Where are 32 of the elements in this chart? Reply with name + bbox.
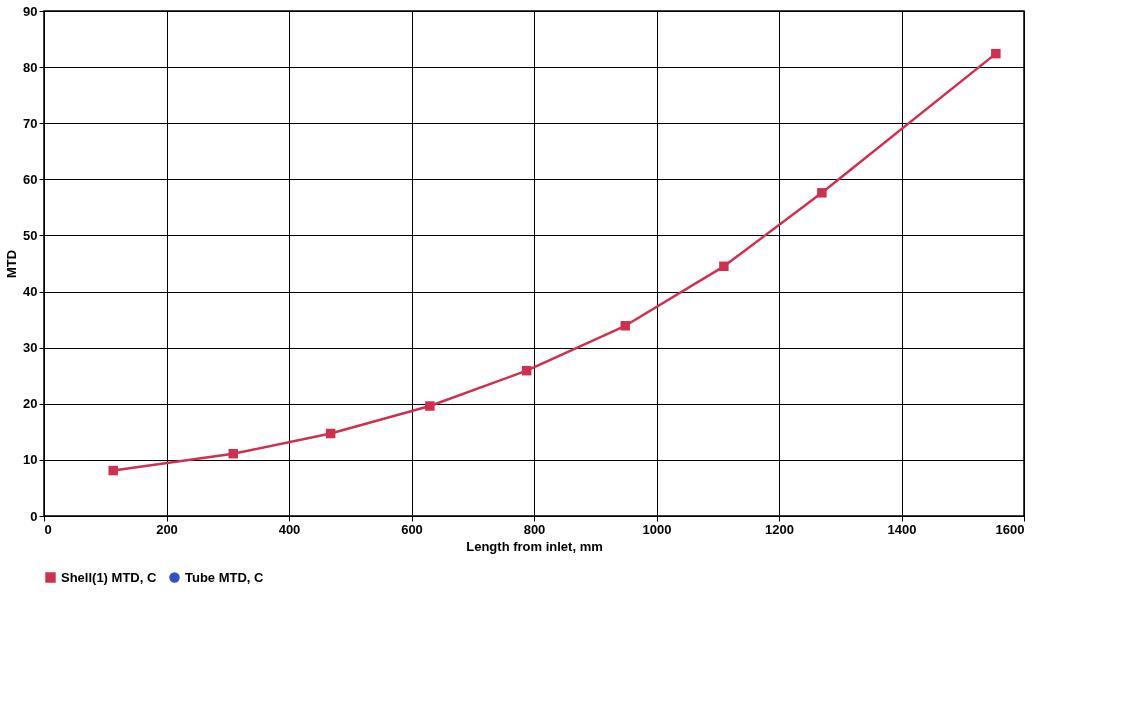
point bbox=[521, 365, 532, 376]
y-tick-label: 40 bbox=[23, 284, 38, 300]
y-tick-label: 10 bbox=[23, 452, 38, 468]
x-tick-label: 600 bbox=[401, 521, 423, 537]
legend-label: Tube MTD, C bbox=[185, 569, 265, 585]
x-tick-label: 800 bbox=[523, 521, 546, 537]
point bbox=[817, 188, 827, 198]
x-tick-label: 1200 bbox=[765, 521, 794, 537]
y-tick-label: 60 bbox=[23, 171, 38, 187]
x-axis-title: Length from inlet, mm bbox=[466, 538, 603, 554]
y-tick-label: 90 bbox=[23, 3, 38, 19]
point bbox=[991, 48, 1001, 59]
y-tick-label: 70 bbox=[23, 115, 38, 131]
x-tick-label: 200 bbox=[156, 521, 178, 537]
x-tick-label: 1400 bbox=[887, 521, 917, 537]
y-tick-label: 0 bbox=[30, 508, 38, 524]
y-tick-label: 80 bbox=[23, 59, 38, 75]
x-tick-label: 1600 bbox=[995, 521, 1025, 537]
y-axis-title: MTD bbox=[4, 249, 20, 279]
legend-label: Shell(1) MTD, C bbox=[61, 569, 157, 585]
x-tick-label: 0 bbox=[44, 521, 52, 537]
point bbox=[325, 428, 336, 439]
point bbox=[620, 321, 631, 331]
y-tick-label: 20 bbox=[23, 396, 38, 412]
y-tick-label: 50 bbox=[23, 227, 38, 243]
point bbox=[108, 465, 118, 476]
point bbox=[228, 448, 239, 459]
x-tick-label: 1000 bbox=[642, 521, 672, 537]
point bbox=[719, 261, 729, 272]
point bbox=[425, 401, 435, 411]
x-tick-label: 400 bbox=[278, 521, 301, 537]
y-tick-label: 30 bbox=[23, 340, 38, 356]
